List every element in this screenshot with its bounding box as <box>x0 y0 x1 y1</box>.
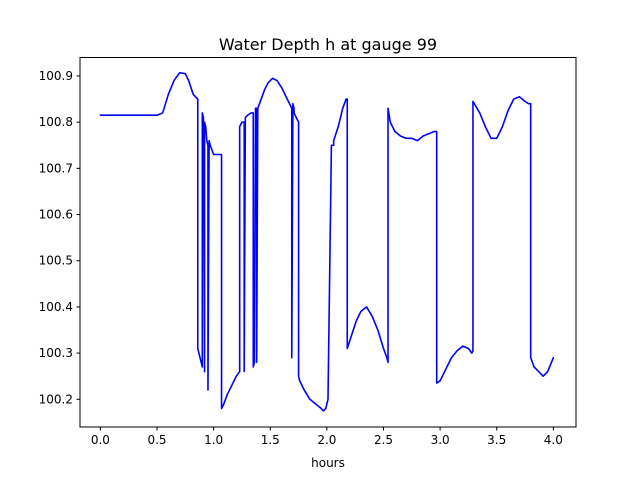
plot-area-frame <box>79 57 577 428</box>
x-axis: 0.0 0.5 1.0 1.5 2.0 2.5 3.0 3.5 4.0 <box>91 427 563 447</box>
x-tick-label: 2.0 <box>317 433 336 447</box>
x-tick-label: 0.0 <box>91 433 110 447</box>
y-tick-label: 100.5 <box>39 254 73 268</box>
y-tick-label: 100.9 <box>39 69 73 83</box>
y-axis: 100.2 100.3 100.4 100.5 100.6 100.7 100.8 100.9 <box>39 69 80 406</box>
x-tick-label: 3.5 <box>487 433 506 447</box>
x-tick-label: 4.0 <box>544 433 563 447</box>
x-tick-label: 0.5 <box>147 433 166 447</box>
y-tick-label: 100.4 <box>39 300 73 314</box>
y-tick-label: 100.2 <box>39 392 73 406</box>
x-tick-label: 1.0 <box>204 433 223 447</box>
y-tick-label: 100.8 <box>39 115 73 129</box>
x-tick-label: 2.5 <box>374 433 393 447</box>
x-tick-label: 1.5 <box>261 433 280 447</box>
y-tick-label: 100.7 <box>39 161 73 175</box>
x-tick-label: 3.0 <box>431 433 450 447</box>
y-tick-label: 100.3 <box>39 346 73 360</box>
x-axis-label: hours <box>311 456 345 470</box>
series-layer <box>99 71 555 412</box>
y-tick-label: 100.6 <box>39 208 73 222</box>
chart-title: Water Depth h at gauge 99 <box>219 35 437 54</box>
series-line-1 <box>99 71 555 412</box>
